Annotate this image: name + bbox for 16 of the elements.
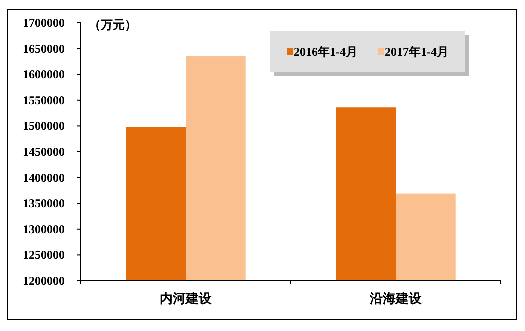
- y-axis-title: （万元）: [89, 18, 137, 32]
- y-tick-label: 1550000: [23, 93, 65, 108]
- y-tick-label: 1500000: [23, 119, 65, 134]
- y-tick-label: 1300000: [23, 222, 65, 236]
- y-tick-label: 1350000: [23, 196, 65, 211]
- y-tick-label: 1650000: [23, 42, 65, 56]
- y-tick-label: 1450000: [23, 145, 65, 159]
- y-tick-label: 1400000: [23, 170, 65, 185]
- y-tick-label: 1700000: [23, 16, 65, 30]
- x-tick-label: 沿海建设: [369, 291, 423, 306]
- y-tick-label: 1200000: [23, 274, 65, 288]
- x-tick-label: 内河建设: [160, 291, 213, 306]
- y-tick-label: 1600000: [23, 68, 65, 82]
- legend-label: 2017年1-4月: [385, 45, 449, 59]
- y-tick-label: 1250000: [23, 248, 65, 262]
- legend-label: 2016年1-4月: [294, 45, 358, 59]
